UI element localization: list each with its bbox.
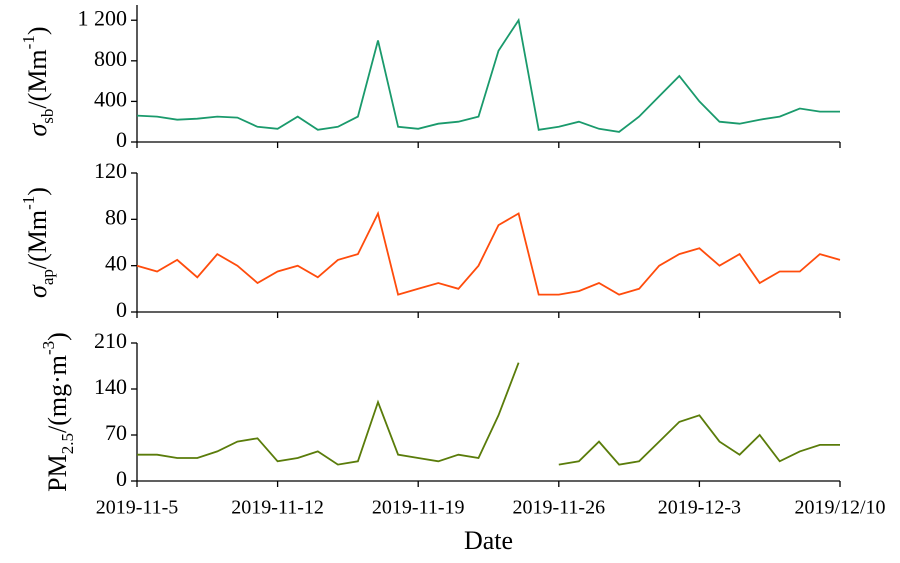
y-axis-label-part: )	[43, 332, 72, 341]
y-axis-label-part: )	[23, 26, 52, 35]
x-tick-label: 2019-11-5	[96, 497, 179, 519]
y-axis-label: σap/(Mm-1)	[19, 187, 57, 298]
x-tick-label: 2019-11-26	[513, 497, 606, 519]
y-axis-label-part: -1	[19, 196, 38, 210]
y-axis-label: PM2.5/(mg·m-3)	[39, 332, 77, 492]
y-tick-label: 40	[105, 251, 127, 276]
y-tick-label: 80	[105, 204, 127, 229]
x-tick-label: 2019/12/10	[794, 497, 885, 519]
axis	[136, 343, 840, 482]
x-tick-label: 2019-11-12	[231, 497, 324, 519]
y-axis-label-part: PM	[43, 454, 72, 492]
line	[137, 362, 840, 466]
x-tick-label: 2019-11-19	[372, 497, 465, 519]
y-axis-label-part: σ	[23, 123, 52, 137]
y-axis-label-part: 2.5	[58, 433, 77, 454]
x-axis-label: Date	[464, 526, 513, 555]
y-tick-label: 400	[94, 86, 127, 111]
x-tick-label: 2019-12-3	[658, 497, 741, 519]
y-axis-label: σsb/(Mm-1)	[19, 26, 57, 136]
y-axis-label-part: /(Mm	[23, 49, 52, 108]
y-axis-label-part: σ	[23, 284, 52, 298]
y-tick-label: 210	[94, 328, 127, 353]
axis	[136, 5, 840, 143]
y-tick-label: 0	[116, 127, 127, 152]
y-axis-label-part: -3	[39, 341, 58, 355]
y-tick-label: 0	[116, 297, 127, 322]
y-axis-label-part: /(Mm	[23, 210, 52, 269]
y-axis-label-part: ap	[38, 269, 57, 285]
y-tick-label: 800	[94, 46, 127, 71]
y-axis-label-part: /(mg·m	[43, 355, 72, 433]
axis	[136, 173, 840, 313]
y-axis-label-part: sb	[38, 109, 57, 124]
y-tick-label: 0	[116, 466, 127, 491]
y-axis-label-part: -1	[19, 35, 38, 49]
y-tick-label: 70	[105, 420, 127, 445]
y-axis-label-part: )	[23, 187, 52, 196]
line	[136, 210, 841, 296]
y-tick-label: 1 200	[78, 5, 128, 30]
y-tick-label: 140	[94, 374, 127, 399]
y-tick-label: 120	[94, 158, 127, 183]
line	[136, 17, 840, 133]
